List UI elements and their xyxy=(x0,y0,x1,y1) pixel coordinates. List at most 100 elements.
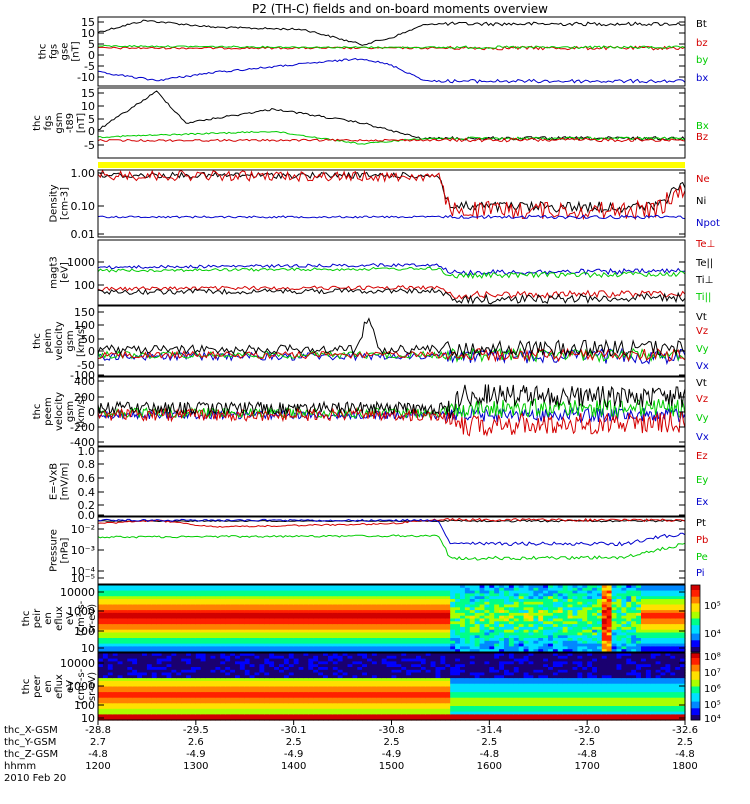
legend-efield-1: Ey xyxy=(696,475,708,486)
panel-temperature-data xyxy=(98,264,685,304)
y-tick-label: 10 xyxy=(81,642,95,655)
y-tick-label: 1000 xyxy=(67,256,95,269)
series-Pe xyxy=(98,535,685,560)
x-tick-y: 2.7 xyxy=(90,737,106,748)
panel-peem-data xyxy=(98,384,685,435)
x-tick-z: -4.9 xyxy=(186,749,206,760)
series-Ne xyxy=(98,170,685,219)
y-axis-label: thc xyxy=(21,679,32,695)
x-tick-y: 2.5 xyxy=(384,737,400,748)
legend-pressure-1: Pb xyxy=(696,535,708,546)
x-tick-x: -32.0 xyxy=(574,725,600,736)
y-axis-label: [mV/m] xyxy=(60,463,71,501)
x-tick-y: 2.5 xyxy=(481,737,497,748)
y-tick-label: 1.00 xyxy=(71,167,96,180)
y-axis-label: [eV] xyxy=(60,262,71,283)
colorbar-tick-label: 10⁴ xyxy=(704,629,721,640)
series-bx xyxy=(98,59,685,83)
panel-fgs_gse-data xyxy=(98,20,685,83)
legend-peim-1: Vz xyxy=(696,326,708,337)
y-axis-label: E=-VxB xyxy=(49,463,60,500)
legend-peim-3: Vx xyxy=(696,361,709,372)
legend-fgs_gse-0: Bt xyxy=(696,19,707,30)
y-axis-label: magt3 xyxy=(49,256,60,289)
x-tick-z: -4.8 xyxy=(577,749,597,760)
y-axis-label: en xyxy=(43,680,54,693)
x-tick-x: -28.8 xyxy=(85,725,111,736)
colorbar-tick-label: 10⁴ xyxy=(704,714,721,725)
series-Bt xyxy=(98,91,685,140)
x-tick-y: 2.5 xyxy=(677,737,693,748)
y-axis-label: [nT] xyxy=(71,41,82,61)
x-row-label: thc_Z-GSM xyxy=(4,749,58,760)
x-tick-t: 1700 xyxy=(574,761,599,772)
y-axis-label: thc xyxy=(21,611,32,627)
legend-peem-0: Vt xyxy=(696,378,707,389)
legend-temperature-2: Ti⊥ xyxy=(695,275,713,286)
y-axis-label: sr-eV) xyxy=(87,672,98,701)
y-axis-label: gsm xyxy=(54,112,65,133)
legend-temperature-1: Te|| xyxy=(695,258,713,269)
colorbar-peir: 10⁵ 10⁴ xyxy=(691,585,721,653)
x-tick-x: -31.4 xyxy=(476,725,502,736)
panel-density-data xyxy=(98,170,685,219)
y-tick-label: 0 xyxy=(88,345,95,358)
panel-pressure-data xyxy=(98,519,685,561)
y-tick-label: 0.01 xyxy=(71,228,96,241)
legend-pressure-0: Pt xyxy=(696,518,706,529)
panel-frame xyxy=(98,447,685,516)
y-axis-label: thc xyxy=(38,44,49,60)
panel-frame xyxy=(98,517,685,584)
x-tick-t: 1600 xyxy=(477,761,502,772)
colorbar-tick-label: 10⁶ xyxy=(704,684,721,695)
y-axis-label: -t89 xyxy=(65,113,76,133)
y-tick-label: -5 xyxy=(84,139,95,152)
y-axis-label: peer xyxy=(32,674,43,698)
legend-fgs_gse-3: bx xyxy=(696,73,708,84)
x-tick-x: -32.6 xyxy=(672,725,698,736)
x-tick-x: -30.8 xyxy=(379,725,405,736)
colorbar-tick-label: 10⁵ xyxy=(704,601,721,612)
y-tick-label: 0 xyxy=(88,125,95,138)
legend-peem-1: Vz xyxy=(696,394,708,405)
y-axis-label: peim xyxy=(43,328,54,353)
colorbar-tick-label: 10⁷ xyxy=(704,668,721,679)
panel-peim-data xyxy=(98,319,685,364)
legend-density-1: Ni xyxy=(696,196,706,207)
y-axis-label: sr-eV) xyxy=(87,604,98,633)
spectrogram-peir xyxy=(98,585,686,653)
legend-efield-2: Ex xyxy=(696,497,708,508)
legend-peem-2: Vy xyxy=(696,413,709,424)
x-row-label: thc_X-GSM xyxy=(4,725,58,736)
y-axis-label: [km/s] xyxy=(76,395,87,427)
legend-temperature-0: Te⊥ xyxy=(695,239,715,250)
y-axis-label: gsm xyxy=(65,401,76,422)
y-axis-label: peir xyxy=(32,608,43,628)
colorbar-tick-label: 10⁵ xyxy=(704,700,721,711)
series-Ni xyxy=(98,172,685,212)
legend-temperature-3: Ti|| xyxy=(695,292,711,303)
y-axis-label: [nT] xyxy=(76,113,87,133)
x-tick-y: 2.5 xyxy=(579,737,595,748)
x-tick-t: 1800 xyxy=(672,761,697,772)
y-axis-label: thc xyxy=(32,115,43,131)
y-axis-label: eV xyxy=(65,680,76,693)
y-tick-label: 10000 xyxy=(60,586,95,599)
y-tick-label: 15 xyxy=(81,87,95,100)
x-tick-z: -4.9 xyxy=(382,749,402,760)
x-tick-t: 1500 xyxy=(379,761,404,772)
colorbar-tick-label: 10⁸ xyxy=(704,652,721,663)
legend-pressure-3: Pi xyxy=(696,568,705,579)
y-tick-label: 10 xyxy=(81,712,95,725)
legend-efield-0: Ez xyxy=(696,451,708,462)
y-tick-label: 10⁻³ xyxy=(71,544,95,557)
legend-fgs_gsm-0: Bx xyxy=(696,121,709,132)
y-tick-label: 0 xyxy=(88,406,95,419)
